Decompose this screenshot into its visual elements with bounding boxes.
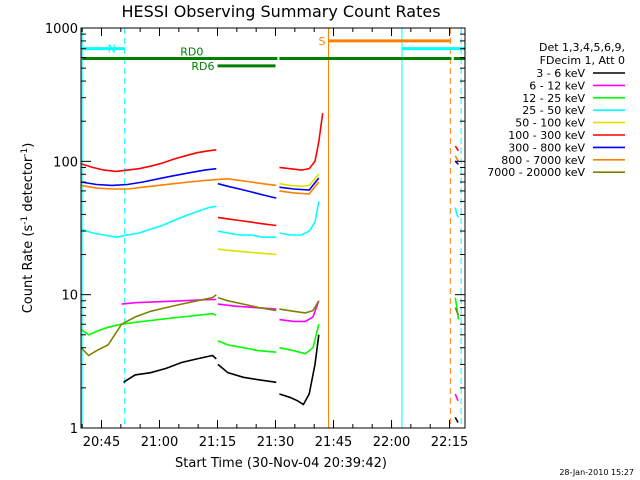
series-12-25-kev-segment-4 [454, 297, 460, 320]
series-300-800-kev [80, 160, 459, 199]
y-axis-title-middle: detector [21, 156, 36, 216]
x-tick-label-4: 21:30 [257, 435, 294, 450]
x-tick-label-2: 21:00 [141, 435, 178, 450]
series-7000-20000-kev-segment-4 [454, 307, 460, 316]
series-25-50-kev-segment-4 [454, 207, 460, 218]
chart-title: HESSI Observing Summary Count Rates [121, 2, 440, 21]
series-3-6-kev-segment-2 [217, 363, 277, 384]
series-25-50-kev-segment-1 [80, 205, 217, 239]
series-800-7000-kev [80, 155, 460, 195]
series-12-25-kev-segment-1 [80, 312, 217, 336]
y-tick-label-2: 10 [61, 289, 78, 304]
y-axis-title-suffix: ) [21, 143, 36, 148]
series-3-6-kev-segment-3 [279, 334, 320, 406]
y-axis-title: Count Rate (s-1 detector-1) [20, 143, 36, 314]
series-100-300-kev-segment-2 [217, 216, 277, 227]
flag-bar-s-label: S [319, 35, 326, 48]
series-25-50-kev-segment-2 [217, 230, 277, 238]
legend-header-line-1: Det 1,3,4,5,6,9, [539, 41, 625, 54]
flag-bar-rd0-label: RD0 [180, 46, 203, 59]
series-800-7000-kev-segment-1 [80, 177, 277, 190]
series-25-50-kev-segment-3 [279, 201, 320, 236]
series-12-25-kev-segment-3 [279, 324, 320, 355]
legend-label-100-300-kev: 100 - 300 keV [508, 129, 585, 142]
series-300-800-kev-segment-2 [217, 182, 277, 199]
plot-border [80, 27, 466, 429]
y-axis-title-exponent-1: -1 [20, 216, 30, 225]
series-50-100-kev [217, 173, 320, 256]
flag-bar-rd6-label: RD6 [191, 60, 214, 73]
timestamp: 28-Jan-2010 15:27 [559, 468, 634, 477]
series-6-12-kev-segment-4 [454, 393, 459, 402]
legend-label-6-12-kev: 6 - 12 keV [529, 79, 585, 92]
series-800-7000-kev-segment-3 [454, 155, 460, 162]
x-axis-title: Start Time (30-Nov-04 20:39:42) [175, 456, 387, 471]
series-12-25-kev [80, 297, 460, 355]
series-7000-20000-kev [80, 294, 460, 357]
legend-label-3-6-kev: 3 - 6 keV [536, 67, 585, 80]
series-6-12-kev-segment-1 [121, 298, 217, 305]
y-tick-label-1: 1 [70, 422, 78, 437]
x-axis: 20:45 21:00 21:15 21:30 21:45 22:00 22:15 [81, 28, 468, 450]
series-3-6-kev-segment-4 [454, 417, 459, 423]
y-tick-label-4: 1000 [45, 22, 78, 37]
flag-bar-n-label: N [108, 43, 116, 56]
series-100-300-kev-segment-4 [454, 145, 460, 152]
legend-label-300-800-kev: 300 - 800 keV [508, 141, 585, 154]
series-7000-20000-kev-segment-2 [217, 296, 277, 312]
series-100-300-kev-segment-1 [80, 149, 217, 173]
legend-header-line-2: FDecim 1, Att 0 [540, 54, 625, 67]
series-100-300-kev [80, 112, 460, 227]
x-tick-label-5: 21:45 [315, 435, 352, 450]
legend-label-800-7000-kev: 800 - 7000 keV [501, 154, 585, 167]
series-300-800-kev-segment-1 [80, 167, 217, 187]
series-6-12-kev-segment-3 [279, 300, 320, 323]
legend: Det 1,3,4,5,6,9, FDecim 1, Att 0 3 - 6 k… [487, 41, 625, 179]
series-7000-20000-kev-segment-1 [80, 294, 217, 357]
series-50-100-kev-segment-2 [279, 173, 320, 188]
series-3-6-kev-segment-1 [123, 354, 217, 383]
x-tick-label-6: 22:00 [373, 435, 410, 450]
y-tick-label-3: 100 [53, 155, 78, 170]
plot-frame [80, 27, 466, 429]
series-100-300-kev-segment-3 [279, 112, 324, 171]
series-12-25-kev-segment-2 [217, 340, 277, 353]
legend-label-7000-20000-kev: 7000 - 20000 keV [487, 166, 585, 179]
series-50-100-kev-segment-1 [217, 248, 277, 256]
y-axis-title-prefix: Count Rate (s [21, 225, 36, 314]
legend-label-50-100-kev: 50 - 100 keV [515, 117, 585, 130]
series-800-7000-kev-segment-2 [279, 181, 320, 195]
y-axis-title-exponent-2: -1 [20, 148, 30, 157]
series-7000-20000-kev-segment-3 [279, 300, 320, 314]
series-300-800-kev-segment-3 [279, 177, 320, 191]
y-axis: 1 10 100 1000 [45, 22, 465, 437]
legend-label-25-50-kev: 25 - 50 keV [522, 104, 585, 117]
x-tick-label-3: 21:15 [199, 435, 236, 450]
legend-label-12-25-kev: 12 - 25 keV [522, 92, 585, 105]
x-tick-label-1: 20:45 [83, 435, 120, 450]
series-25-50-kev [80, 201, 460, 239]
series-3-6-kev [123, 334, 459, 423]
x-tick-label-7: 22:15 [431, 435, 468, 450]
